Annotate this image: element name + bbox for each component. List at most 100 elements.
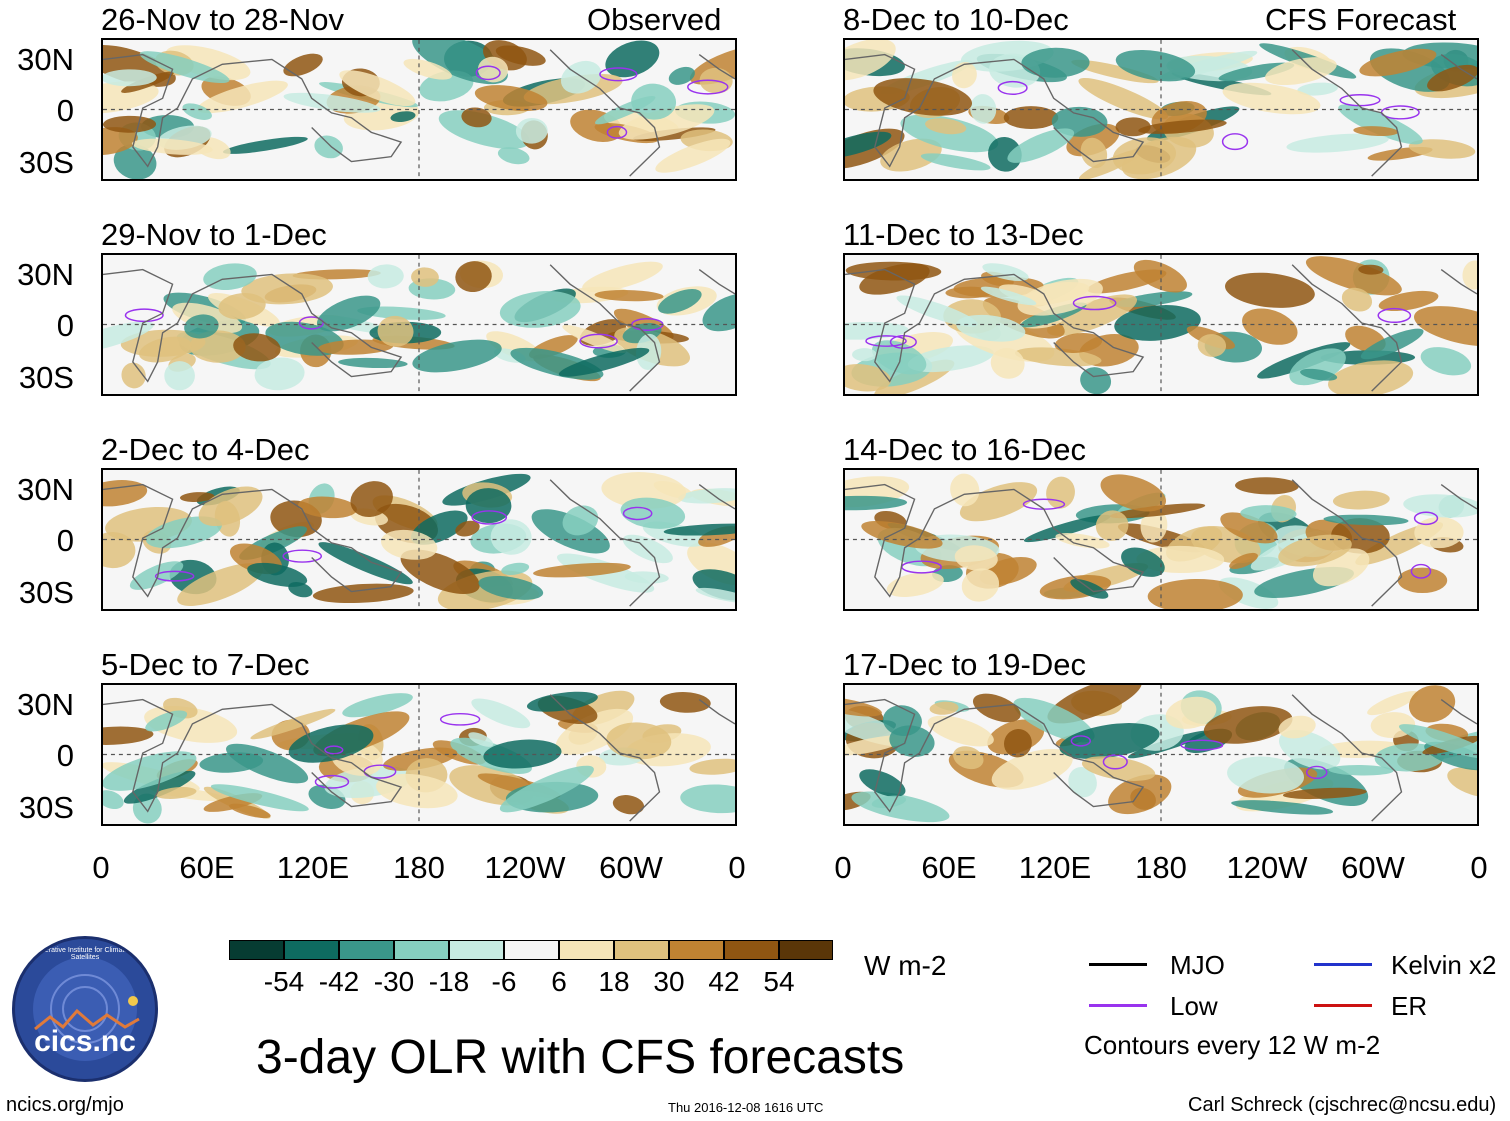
olr-anomaly-blob	[1071, 59, 1159, 84]
olr-anomaly-blob	[851, 791, 950, 823]
x-tick: 60W	[1341, 850, 1405, 885]
olr-anomaly-blob	[381, 529, 438, 560]
olr-anomaly-blob	[499, 291, 581, 328]
footer-url: ncics.org/mjo	[6, 1094, 124, 1116]
olr-map	[843, 38, 1479, 181]
olr-anomaly-blob	[1420, 347, 1472, 376]
colorbar-cell	[229, 940, 284, 960]
low-contour	[687, 79, 729, 95]
olr-anomaly-blob	[317, 339, 394, 355]
x-tick: 60E	[179, 850, 235, 885]
olr-anomaly-blob	[687, 542, 735, 586]
olr-anomaly-blob	[103, 115, 157, 133]
olr-anomaly-blob	[182, 103, 212, 120]
coastline	[549, 264, 661, 392]
olr-anomaly-blob	[497, 147, 530, 165]
olr-anomaly-blob	[1225, 272, 1315, 308]
olr-anomaly-blob	[1013, 697, 1095, 743]
colorbar-cell	[504, 940, 559, 960]
olr-anomaly-blob	[1328, 360, 1414, 394]
olr-field	[103, 255, 735, 394]
colorbar-label: -42	[318, 966, 360, 997]
olr-anomaly-blob	[1017, 278, 1103, 316]
x-tick: 120W	[484, 850, 566, 885]
low-contour	[997, 80, 1028, 95]
olr-anomaly-blob	[103, 480, 148, 507]
olr-anomaly-blob	[1068, 766, 1097, 798]
olr-anomaly-blob	[1323, 514, 1409, 526]
olr-anomaly-blob	[845, 364, 892, 392]
olr-anomaly-blob	[680, 784, 735, 814]
legend-label-kelvin: Kelvin x2	[1391, 950, 1497, 980]
olr-anomaly-blob	[952, 61, 977, 89]
low-contour	[471, 510, 508, 525]
olr-anomaly-blob	[103, 321, 154, 354]
olr-anomaly-blob	[1115, 49, 1196, 82]
olr-anomaly-blob	[678, 488, 735, 504]
olr-field	[103, 470, 735, 609]
olr-anomaly-blob	[495, 45, 546, 66]
olr-anomaly-blob	[1220, 512, 1278, 544]
olr-anomaly-blob	[199, 752, 264, 773]
olr-anomaly-blob	[558, 347, 650, 377]
coastline	[845, 53, 1145, 168]
olr-anomaly-blob	[861, 520, 943, 549]
olr-map	[843, 683, 1479, 826]
colorbar-label: -18	[428, 966, 470, 997]
olr-anomaly-blob	[283, 53, 323, 77]
olr-anomaly-blob	[695, 587, 735, 604]
coastline	[549, 49, 661, 177]
olr-anomaly-blob	[880, 138, 942, 172]
low-contour	[622, 506, 653, 521]
olr-anomaly-blob	[1278, 715, 1316, 739]
olr-anomaly-blob	[1080, 367, 1112, 394]
olr-anomaly-blob	[318, 542, 413, 585]
olr-anomaly-blob	[314, 135, 343, 159]
olr-anomaly-blob	[338, 357, 408, 369]
olr-anomaly-blob	[988, 136, 1022, 172]
olr-anomaly-blob	[852, 348, 877, 362]
olr-anomaly-blob	[155, 787, 197, 799]
low-contour	[1221, 133, 1249, 151]
olr-anomaly-blob	[659, 692, 711, 713]
olr-anomaly-blob	[233, 333, 281, 362]
olr-anomaly-blob	[1227, 756, 1305, 794]
olr-anomaly-blob	[515, 117, 548, 144]
olr-anomaly-blob	[1360, 328, 1424, 360]
olr-map	[843, 468, 1479, 611]
olr-anomaly-blob	[1353, 126, 1399, 137]
olr-map	[843, 253, 1479, 396]
panel-title: 29-Nov to 1-Dec	[101, 217, 327, 252]
olr-anomaly-blob	[1399, 724, 1477, 759]
olr-map	[101, 683, 737, 826]
olr-anomaly-blob	[991, 748, 1073, 790]
olr-anomaly-blob	[859, 769, 906, 797]
x-tick: 120E	[1018, 850, 1092, 885]
olr-field	[845, 470, 1477, 609]
coastline	[1440, 484, 1477, 510]
x-tick: 180	[1135, 850, 1187, 885]
logo-ring-text: Cooperative Institute for Climate and Sa…	[28, 947, 142, 961]
x-tick: 60E	[921, 850, 977, 885]
olr-anomaly-blob	[582, 261, 663, 293]
olr-anomaly-blob	[254, 357, 305, 391]
olr-anomaly-blob	[478, 575, 544, 600]
olr-anomaly-blob	[1358, 264, 1384, 275]
colorbar-label: -54	[263, 966, 305, 997]
olr-anomaly-blob	[283, 92, 381, 113]
olr-anomaly-blob	[601, 472, 687, 509]
olr-anomaly-blob	[177, 563, 264, 606]
olr-anomaly-blob	[455, 520, 480, 537]
olr-anomaly-blob	[845, 696, 882, 717]
legend-label-mjo: MJO	[1170, 950, 1225, 980]
olr-anomaly-blob	[1003, 106, 1059, 130]
olr-anomaly-blob	[103, 69, 157, 87]
coastline	[1291, 264, 1403, 392]
legend-label-er: ER	[1391, 991, 1428, 1021]
olr-anomaly-blob	[403, 58, 452, 80]
olr-anomaly-blob	[1197, 334, 1227, 357]
olr-map	[101, 38, 737, 181]
olr-anomaly-blob	[1087, 269, 1167, 294]
olr-anomaly-blob	[501, 562, 530, 575]
olr-anomaly-blob	[845, 735, 908, 756]
